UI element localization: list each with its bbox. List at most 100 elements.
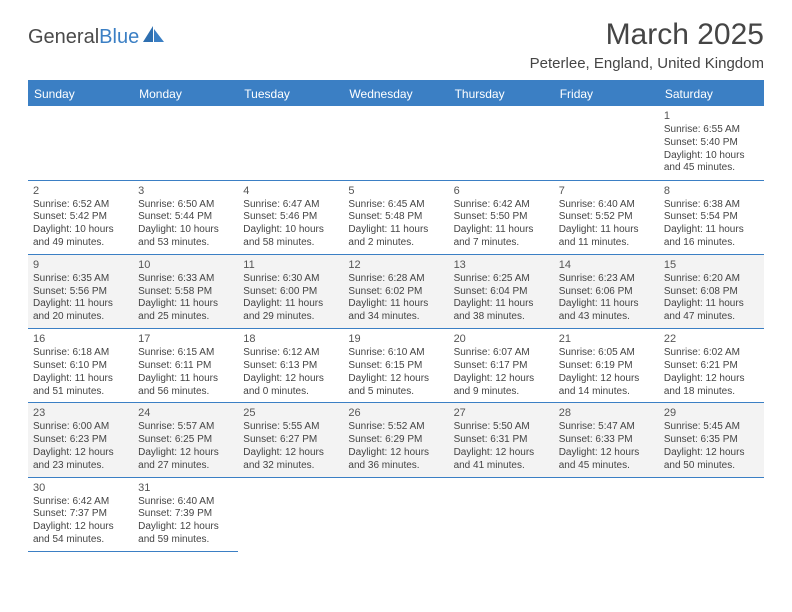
calendar-cell: 5Sunrise: 6:45 AMSunset: 5:48 PMDaylight… (343, 180, 448, 254)
daylight-text: Daylight: 11 hours and 38 minutes. (454, 298, 549, 324)
sunset-text: Sunset: 6:25 PM (138, 434, 233, 447)
calendar-cell: 1Sunrise: 6:55 AMSunset: 5:40 PMDaylight… (659, 106, 764, 180)
calendar-cell: 9Sunrise: 6:35 AMSunset: 5:56 PMDaylight… (28, 254, 133, 328)
day-number: 7 (559, 184, 654, 198)
sunrise-text: Sunrise: 5:45 AM (664, 421, 759, 434)
daylight-text: Daylight: 11 hours and 56 minutes. (138, 373, 233, 399)
calendar-table: SundayMondayTuesdayWednesdayThursdayFrid… (28, 80, 764, 552)
day-number: 28 (559, 406, 654, 420)
sunset-text: Sunset: 6:19 PM (559, 360, 654, 373)
daylight-text: Daylight: 12 hours and 27 minutes. (138, 447, 233, 473)
day-number: 15 (664, 258, 759, 272)
sail-icon (143, 26, 165, 49)
day-number: 6 (454, 184, 549, 198)
day-header: Monday (133, 81, 238, 106)
sunrise-text: Sunrise: 6:55 AM (664, 124, 759, 137)
day-header: Friday (554, 81, 659, 106)
daylight-text: Daylight: 11 hours and 25 minutes. (138, 298, 233, 324)
daylight-text: Daylight: 12 hours and 54 minutes. (33, 521, 128, 547)
sunset-text: Sunset: 5:44 PM (138, 211, 233, 224)
calendar-row: 1Sunrise: 6:55 AMSunset: 5:40 PMDaylight… (28, 106, 764, 180)
day-header: Thursday (449, 81, 554, 106)
sunset-text: Sunset: 6:21 PM (664, 360, 759, 373)
sunrise-text: Sunrise: 5:52 AM (348, 421, 443, 434)
daylight-text: Daylight: 10 hours and 45 minutes. (664, 150, 759, 176)
sunset-text: Sunset: 5:48 PM (348, 211, 443, 224)
calendar-cell: 4Sunrise: 6:47 AMSunset: 5:46 PMDaylight… (238, 180, 343, 254)
sunrise-text: Sunrise: 6:28 AM (348, 273, 443, 286)
calendar-cell: 28Sunrise: 5:47 AMSunset: 6:33 PMDayligh… (554, 403, 659, 477)
sunset-text: Sunset: 5:54 PM (664, 211, 759, 224)
daylight-text: Daylight: 12 hours and 14 minutes. (559, 373, 654, 399)
sunrise-text: Sunrise: 6:47 AM (243, 199, 338, 212)
daylight-text: Daylight: 12 hours and 36 minutes. (348, 447, 443, 473)
calendar-cell (238, 477, 343, 551)
calendar-cell: 15Sunrise: 6:20 AMSunset: 6:08 PMDayligh… (659, 254, 764, 328)
sunrise-text: Sunrise: 6:20 AM (664, 273, 759, 286)
sunset-text: Sunset: 6:17 PM (454, 360, 549, 373)
calendar-cell: 31Sunrise: 6:40 AMSunset: 7:39 PMDayligh… (133, 477, 238, 551)
calendar-cell: 19Sunrise: 6:10 AMSunset: 6:15 PMDayligh… (343, 329, 448, 403)
calendar-cell: 26Sunrise: 5:52 AMSunset: 6:29 PMDayligh… (343, 403, 448, 477)
day-number: 8 (664, 184, 759, 198)
calendar-row: 2Sunrise: 6:52 AMSunset: 5:42 PMDaylight… (28, 180, 764, 254)
day-number: 14 (559, 258, 654, 272)
sunset-text: Sunset: 6:06 PM (559, 286, 654, 299)
calendar-cell: 30Sunrise: 6:42 AMSunset: 7:37 PMDayligh… (28, 477, 133, 551)
day-number: 16 (33, 332, 128, 346)
daylight-text: Daylight: 12 hours and 5 minutes. (348, 373, 443, 399)
sunset-text: Sunset: 6:08 PM (664, 286, 759, 299)
sunset-text: Sunset: 5:50 PM (454, 211, 549, 224)
calendar-cell (449, 477, 554, 551)
calendar-cell: 25Sunrise: 5:55 AMSunset: 6:27 PMDayligh… (238, 403, 343, 477)
sunset-text: Sunset: 6:04 PM (454, 286, 549, 299)
logo: GeneralBlue (28, 26, 165, 49)
daylight-text: Daylight: 12 hours and 0 minutes. (243, 373, 338, 399)
sunrise-text: Sunrise: 6:40 AM (559, 199, 654, 212)
calendar-cell (449, 106, 554, 180)
sunrise-text: Sunrise: 6:10 AM (348, 347, 443, 360)
day-number: 11 (243, 258, 338, 272)
sunrise-text: Sunrise: 6:00 AM (33, 421, 128, 434)
calendar-header-row: SundayMondayTuesdayWednesdayThursdayFrid… (28, 81, 764, 106)
sunrise-text: Sunrise: 6:07 AM (454, 347, 549, 360)
sunrise-text: Sunrise: 6:25 AM (454, 273, 549, 286)
calendar-cell (343, 106, 448, 180)
daylight-text: Daylight: 11 hours and 34 minutes. (348, 298, 443, 324)
day-number: 24 (138, 406, 233, 420)
calendar-cell: 11Sunrise: 6:30 AMSunset: 6:00 PMDayligh… (238, 254, 343, 328)
day-number: 20 (454, 332, 549, 346)
calendar-cell: 3Sunrise: 6:50 AMSunset: 5:44 PMDaylight… (133, 180, 238, 254)
daylight-text: Daylight: 10 hours and 58 minutes. (243, 224, 338, 250)
calendar-cell (343, 477, 448, 551)
sunrise-text: Sunrise: 6:33 AM (138, 273, 233, 286)
sunset-text: Sunset: 6:02 PM (348, 286, 443, 299)
day-number: 26 (348, 406, 443, 420)
sunset-text: Sunset: 7:39 PM (138, 508, 233, 521)
sunset-text: Sunset: 6:29 PM (348, 434, 443, 447)
sunset-text: Sunset: 6:10 PM (33, 360, 128, 373)
day-header: Wednesday (343, 81, 448, 106)
daylight-text: Daylight: 12 hours and 50 minutes. (664, 447, 759, 473)
calendar-cell: 24Sunrise: 5:57 AMSunset: 6:25 PMDayligh… (133, 403, 238, 477)
daylight-text: Daylight: 11 hours and 43 minutes. (559, 298, 654, 324)
calendar-cell: 6Sunrise: 6:42 AMSunset: 5:50 PMDaylight… (449, 180, 554, 254)
day-header: Saturday (659, 81, 764, 106)
day-header: Sunday (28, 81, 133, 106)
day-number: 13 (454, 258, 549, 272)
daylight-text: Daylight: 11 hours and 51 minutes. (33, 373, 128, 399)
page-title: March 2025 (530, 18, 764, 52)
calendar-cell: 27Sunrise: 5:50 AMSunset: 6:31 PMDayligh… (449, 403, 554, 477)
calendar-cell: 18Sunrise: 6:12 AMSunset: 6:13 PMDayligh… (238, 329, 343, 403)
daylight-text: Daylight: 12 hours and 45 minutes. (559, 447, 654, 473)
sunrise-text: Sunrise: 6:12 AM (243, 347, 338, 360)
daylight-text: Daylight: 12 hours and 23 minutes. (33, 447, 128, 473)
calendar-cell: 22Sunrise: 6:02 AMSunset: 6:21 PMDayligh… (659, 329, 764, 403)
calendar-cell (659, 477, 764, 551)
sunset-text: Sunset: 5:58 PM (138, 286, 233, 299)
daylight-text: Daylight: 11 hours and 29 minutes. (243, 298, 338, 324)
day-number: 18 (243, 332, 338, 346)
daylight-text: Daylight: 10 hours and 49 minutes. (33, 224, 128, 250)
day-header: Tuesday (238, 81, 343, 106)
sunrise-text: Sunrise: 6:40 AM (138, 496, 233, 509)
